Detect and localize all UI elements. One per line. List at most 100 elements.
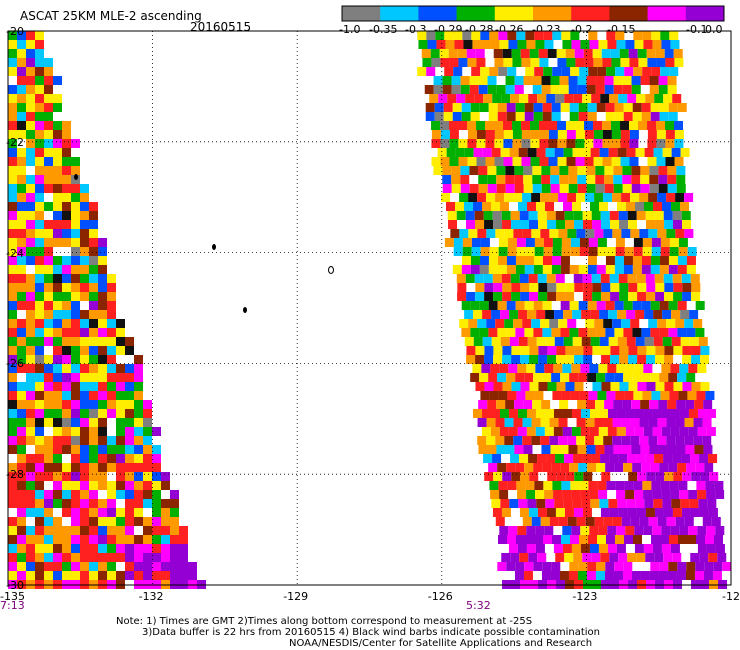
wind-cell: [80, 562, 89, 571]
wind-cell: [451, 184, 461, 193]
wind-cell: [506, 463, 516, 472]
wind-cell: [8, 337, 17, 346]
wind-cell: [647, 139, 657, 148]
wind-cell: [547, 283, 557, 292]
wind-cell: [514, 571, 524, 580]
wind-cell: [507, 67, 517, 76]
wind-cell: [515, 103, 525, 112]
wind-cell: [639, 517, 649, 526]
wind-cell: [446, 202, 456, 211]
wind-cell: [606, 535, 616, 544]
wind-cell: [669, 31, 679, 40]
wind-cell: [668, 301, 678, 310]
wind-cell: [545, 148, 555, 157]
wind-cell: [71, 364, 80, 373]
wind-cell: [98, 310, 107, 319]
latitude-label: -28: [6, 468, 24, 482]
wind-cell: [26, 373, 35, 382]
wind-cell: [35, 436, 44, 445]
wind-cell: [675, 436, 685, 445]
wind-cell: [649, 76, 659, 85]
wind-cell: [617, 337, 627, 346]
color-swatch: [418, 6, 458, 21]
wind-cell: [440, 139, 450, 148]
wind-cell: [116, 436, 125, 445]
wind-cell: [574, 220, 584, 229]
wind-cell: [493, 346, 503, 355]
wind-cell: [62, 130, 71, 139]
wind-cell: [524, 112, 534, 121]
wind-cell: [538, 346, 548, 355]
wind-cell: [626, 337, 636, 346]
wind-cell: [26, 112, 35, 121]
wind-cell: [35, 346, 44, 355]
wind-cell: [107, 274, 116, 283]
wind-cell: [179, 562, 188, 571]
wind-cell: [125, 418, 134, 427]
wind-cell: [527, 148, 537, 157]
wind-cell: [532, 400, 542, 409]
wind-cell: [134, 463, 143, 472]
wind-cell: [179, 526, 188, 535]
wind-cell: [417, 67, 427, 76]
wind-cell: [631, 571, 641, 580]
wind-cell: [484, 346, 494, 355]
wind-cell: [638, 58, 648, 67]
wind-cell: [446, 148, 456, 157]
wind-cell: [469, 184, 479, 193]
map-frame: [7, 30, 732, 586]
wind-cell: [586, 85, 596, 94]
wind-cell: [44, 265, 53, 274]
wind-cell: [551, 103, 561, 112]
wind-cell: [507, 247, 517, 256]
wind-cell: [643, 427, 653, 436]
wind-cell: [569, 562, 579, 571]
wind-cell: [455, 202, 465, 211]
wind-cell: [573, 454, 583, 463]
wind-cell: [500, 148, 510, 157]
wind-cell: [680, 148, 690, 157]
wind-cell: [548, 121, 558, 130]
wind-cell: [507, 238, 517, 247]
wind-cell: [98, 301, 107, 310]
wind-cell: [98, 319, 107, 328]
wind-cell: [588, 238, 598, 247]
wind-cell: [689, 499, 699, 508]
wind-cell: [603, 319, 613, 328]
wind-cell: [506, 328, 516, 337]
wind-cell: [643, 544, 653, 553]
wind-cell: [98, 535, 107, 544]
wind-cell: [62, 157, 71, 166]
wind-cell: [549, 319, 559, 328]
wind-cell: [488, 463, 498, 472]
wind-cell: [677, 103, 687, 112]
wind-cell: [608, 337, 618, 346]
wind-cell: [706, 544, 716, 553]
wind-cell: [590, 202, 600, 211]
wind-cell: [98, 292, 107, 301]
wind-cell: [26, 490, 35, 499]
wind-cell: [597, 247, 607, 256]
wind-cell: [496, 184, 506, 193]
wind-cell: [134, 481, 143, 490]
wind-cell: [544, 364, 554, 373]
wind-cell: [627, 454, 637, 463]
wind-cell: [585, 319, 595, 328]
wind-cell: [676, 166, 686, 175]
wind-cell: [480, 247, 490, 256]
wind-cell: [533, 301, 543, 310]
wind-cell: [442, 175, 452, 184]
wind-cell: [518, 499, 528, 508]
wind-cell: [467, 157, 477, 166]
wind-cell: [53, 103, 62, 112]
wind-cell: [515, 562, 525, 571]
wind-cell: [536, 337, 546, 346]
wind-cell: [134, 517, 143, 526]
wind-cell: [601, 382, 611, 391]
map-title: ASCAT 25KM MLE-2 ascending: [20, 9, 202, 23]
wind-cell: [98, 544, 107, 553]
wind-cell: [586, 76, 596, 85]
wind-cell: [107, 436, 116, 445]
wind-cell: [557, 130, 567, 139]
wind-cell: [53, 157, 62, 166]
